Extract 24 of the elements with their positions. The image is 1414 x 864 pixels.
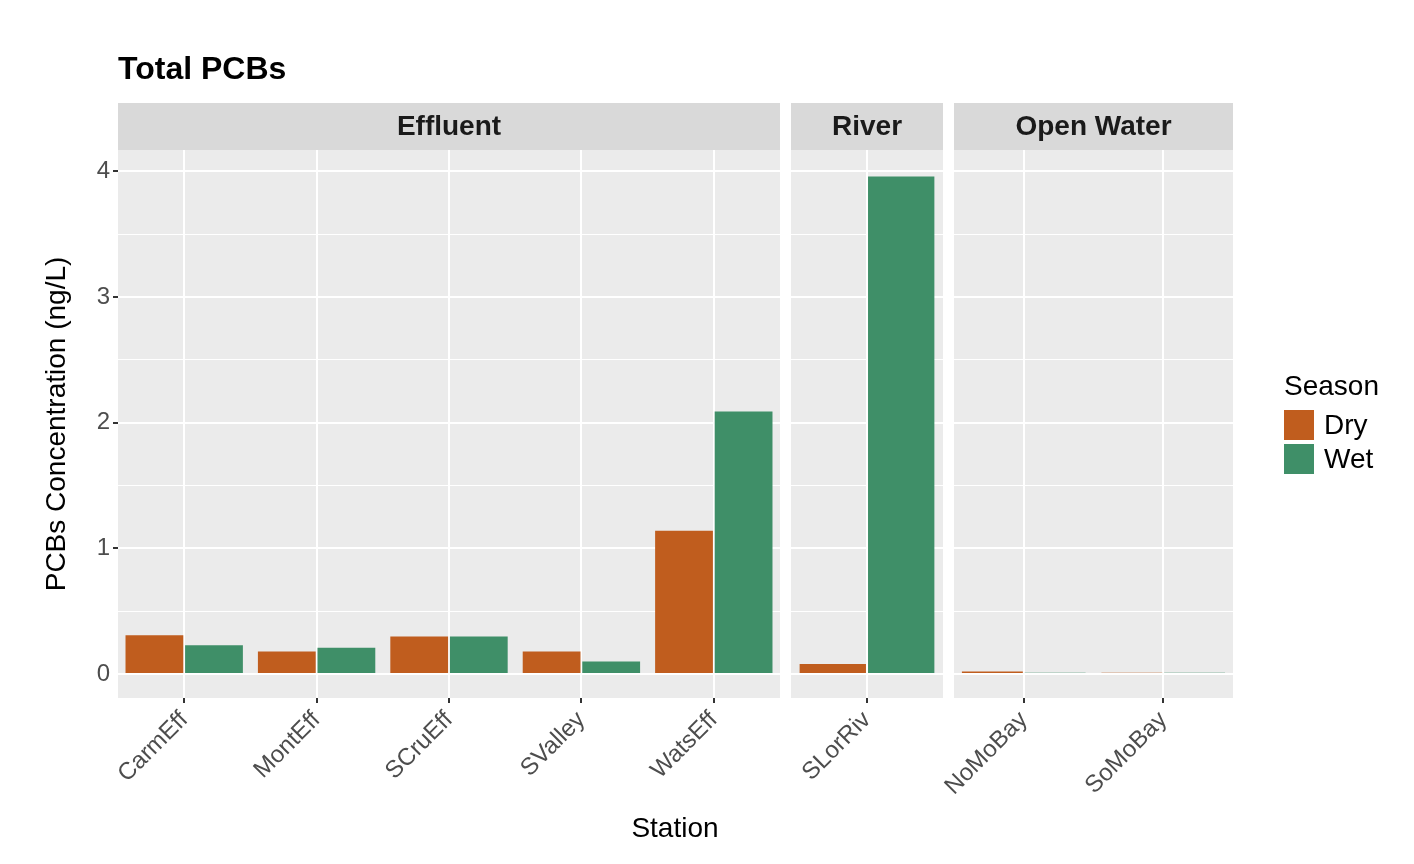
legend-label: Wet	[1324, 443, 1374, 475]
bar	[655, 530, 713, 674]
bar	[390, 636, 449, 674]
bar	[257, 651, 316, 674]
bar	[185, 645, 243, 674]
y-tick-label: 1	[96, 533, 110, 561]
y-axis-title: PCBs Concentration (ng/L)	[39, 256, 71, 592]
chart-subtitle: Effluent	[396, 109, 502, 141]
y-tick-label: 2	[96, 407, 110, 435]
y-tick-label: 0	[96, 658, 110, 686]
chart-subtitle: River	[831, 109, 903, 141]
x-axis-title: Station	[630, 812, 720, 844]
bar	[317, 647, 376, 674]
chart-title: Total PCBs	[118, 50, 287, 87]
legend-label: Dry	[1324, 409, 1368, 441]
bar	[522, 651, 581, 674]
y-tick-label: 4	[96, 155, 110, 183]
bar	[125, 635, 184, 674]
bar	[714, 411, 773, 674]
bar	[582, 661, 641, 674]
chart-subtitle: Open Water	[1015, 109, 1172, 141]
y-tick-label: 3	[96, 281, 110, 309]
bar	[449, 636, 508, 674]
legend-title: Season	[1284, 370, 1379, 402]
